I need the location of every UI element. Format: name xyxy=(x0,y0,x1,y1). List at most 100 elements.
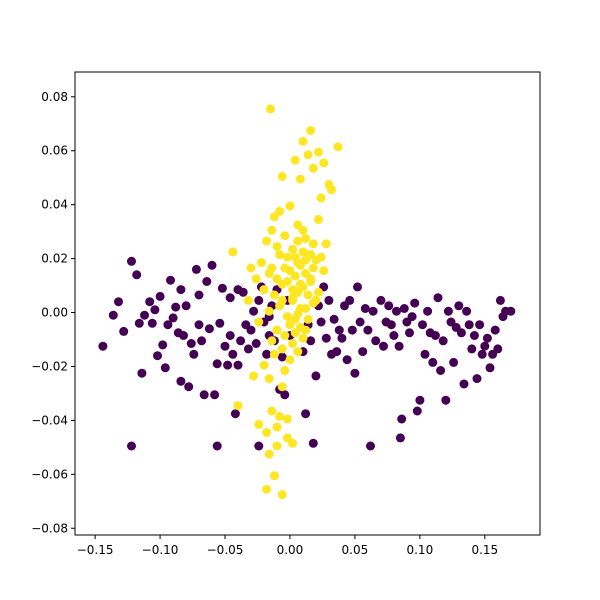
scatter-point xyxy=(472,374,482,384)
scatter-point xyxy=(256,258,266,268)
scatter-point xyxy=(267,225,277,235)
scatter-point xyxy=(415,395,425,405)
scatter-point xyxy=(277,171,287,181)
scatter-point xyxy=(308,163,318,173)
scatter-point xyxy=(236,336,246,346)
scatter-point xyxy=(293,287,303,297)
scatter-point xyxy=(254,441,264,451)
scatter-point xyxy=(485,363,495,373)
scatter-point xyxy=(303,150,313,160)
y-tick-label: −0.08 xyxy=(31,521,68,535)
scatter-point xyxy=(228,247,238,257)
scatter-point xyxy=(386,320,396,330)
scatter-point xyxy=(306,336,316,346)
scatter-point xyxy=(225,331,235,340)
scatter-point xyxy=(490,325,500,335)
scatter-point xyxy=(132,270,142,280)
scatter-point xyxy=(420,349,430,359)
scatter-point xyxy=(347,325,357,335)
scatter-point xyxy=(228,349,238,359)
x-tick-label: 0.10 xyxy=(406,543,433,557)
scatter-point xyxy=(397,414,407,424)
scatter-point xyxy=(443,306,453,316)
scatter-point xyxy=(384,301,394,311)
scatter-point xyxy=(207,260,217,270)
y-tick-label: 0.08 xyxy=(41,90,68,104)
scatter-point xyxy=(405,328,414,338)
scatter-point xyxy=(301,325,311,335)
scatter-point xyxy=(371,336,381,346)
scatter-point xyxy=(254,317,264,327)
scatter-point xyxy=(316,252,326,262)
scatter-point xyxy=(295,304,305,313)
scatter-point xyxy=(246,263,256,273)
scatter-point xyxy=(134,318,144,328)
scatter-point xyxy=(329,314,339,324)
scatter-point xyxy=(410,298,420,308)
scatter-point xyxy=(462,306,472,316)
scatter-point xyxy=(259,285,269,295)
scatter-point xyxy=(376,295,386,305)
scatter-point xyxy=(181,301,191,311)
y-tick-label: 0.02 xyxy=(41,252,68,266)
scatter-point xyxy=(280,366,290,375)
scatter-point xyxy=(366,441,375,451)
scatter-point xyxy=(272,422,282,432)
scatter-point xyxy=(267,336,277,346)
scatter-point xyxy=(264,374,274,384)
scatter-point xyxy=(282,312,292,322)
scatter-point xyxy=(303,314,313,324)
scatter-point xyxy=(316,193,326,203)
scatter-point xyxy=(262,428,272,437)
scatter-point xyxy=(127,441,136,451)
scatter-point xyxy=(389,331,399,340)
scatter-point xyxy=(251,274,261,284)
scatter-point xyxy=(225,293,235,303)
scatter-point xyxy=(506,306,516,316)
scatter-point xyxy=(395,433,405,443)
scatter-point xyxy=(264,306,274,316)
scatter-point xyxy=(332,347,342,357)
scatter-point xyxy=(233,360,243,370)
scatter-point xyxy=(379,341,388,351)
scatter-point xyxy=(262,484,272,494)
scatter-point xyxy=(407,312,417,322)
scatter-point xyxy=(191,264,201,274)
scatter-point xyxy=(433,293,443,303)
y-tick-label: −0.06 xyxy=(31,467,68,481)
scatter-point xyxy=(272,441,282,451)
scatter-point xyxy=(319,266,329,276)
scatter-point xyxy=(288,438,298,448)
x-tick-label: −0.10 xyxy=(142,543,179,557)
x-tick-label: 0.15 xyxy=(471,543,498,557)
plot-frame xyxy=(74,71,541,536)
scatter-point xyxy=(290,252,300,262)
scatter-point xyxy=(269,212,279,222)
scatter-point xyxy=(220,341,230,351)
scatter-point xyxy=(311,295,321,305)
scatter-point xyxy=(254,295,264,305)
points-layer xyxy=(98,104,516,500)
x-tick-label: −0.05 xyxy=(207,543,244,557)
scatter-point xyxy=(342,355,352,365)
scatter-point xyxy=(493,344,503,354)
scatter-point xyxy=(301,268,311,278)
scatter-point xyxy=(436,366,446,375)
scatter-point xyxy=(199,390,209,400)
scatter-point xyxy=(306,126,316,135)
y-tick-label: 0.06 xyxy=(41,144,68,158)
scatter-point xyxy=(186,339,196,348)
scatter-point xyxy=(327,185,336,195)
scatter-point xyxy=(308,239,318,249)
scatter-point xyxy=(298,247,308,257)
scatter-point xyxy=(176,285,186,295)
scatter-point xyxy=(108,310,118,320)
scatter-point xyxy=(333,142,343,152)
scatter-point xyxy=(337,333,347,343)
scatter-point xyxy=(197,336,207,346)
scatter-point xyxy=(272,242,282,251)
scatter-point xyxy=(158,340,168,350)
scatter-point xyxy=(119,326,129,336)
scatter-point xyxy=(267,406,277,416)
